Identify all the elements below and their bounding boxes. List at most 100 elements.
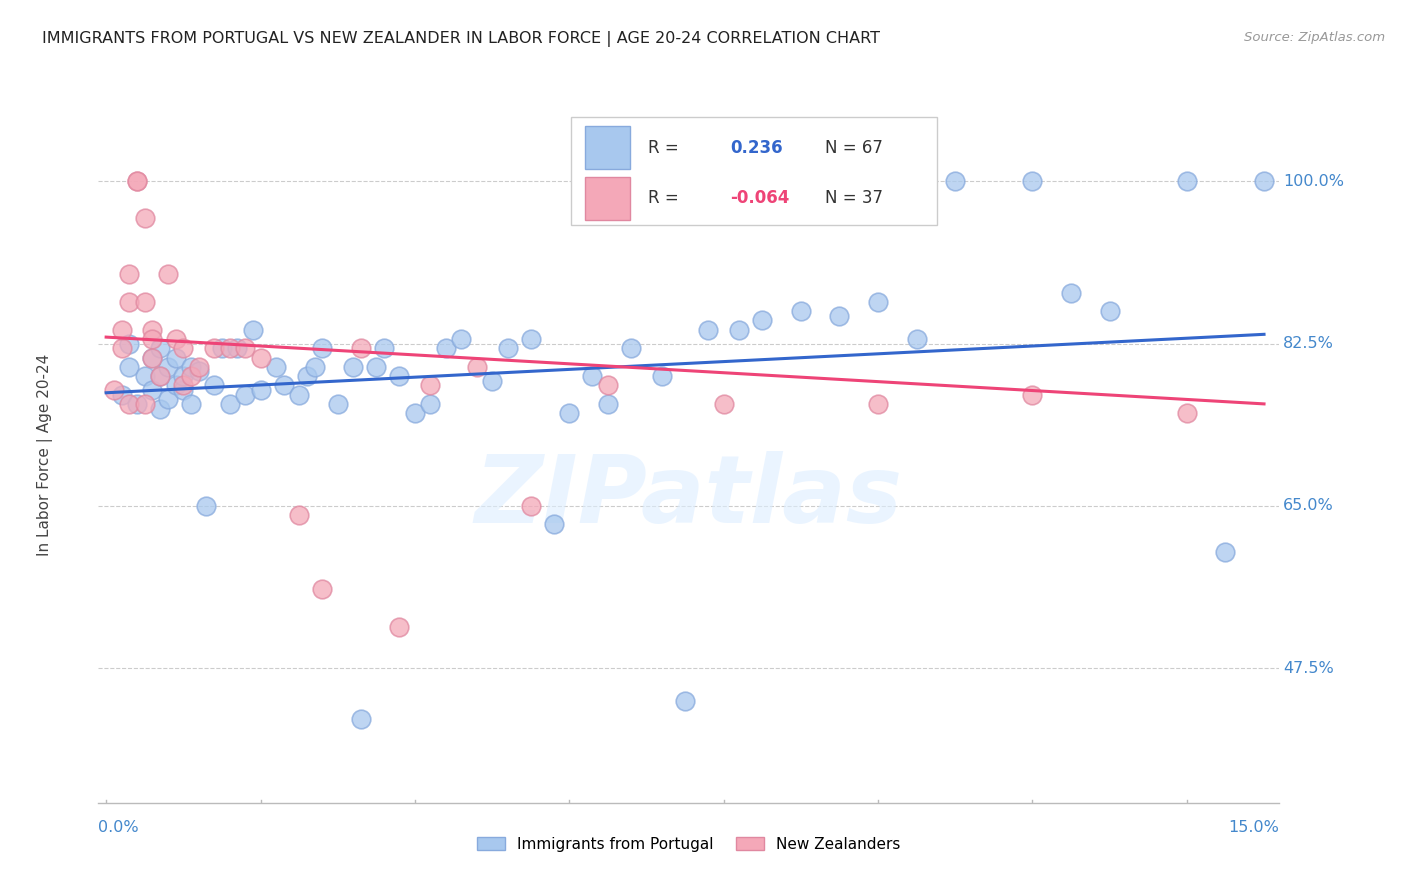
Point [180,369,202,384]
Point [350,712,373,726]
Point [558,406,581,420]
Text: 0.0%: 0.0% [98,821,139,835]
Point [465,359,488,374]
Point [233,341,256,355]
Point [366,359,388,374]
Point [543,517,565,532]
Point [697,323,720,337]
Text: R =: R = [648,138,683,157]
Point [326,397,349,411]
Point [125,397,148,411]
Point [165,378,187,392]
Point [103,383,125,397]
Point [172,369,194,384]
Point [1175,174,1198,188]
Text: N = 37: N = 37 [825,189,883,207]
Point [434,341,457,355]
Point [519,332,541,346]
Point [165,332,187,346]
Point [125,174,148,188]
Point [125,174,148,188]
Point [496,341,519,355]
Text: -0.064: -0.064 [730,189,790,207]
Point [1021,387,1043,401]
Point [651,369,673,384]
Point [233,387,256,401]
Point [172,383,194,397]
Point [202,378,225,392]
Point [905,332,928,346]
Point [149,401,172,416]
Point [388,619,411,633]
Point [713,397,735,411]
Text: N = 67: N = 67 [825,138,883,157]
Point [943,174,966,188]
Point [118,294,141,309]
Point [226,341,249,355]
Point [249,351,271,365]
Point [134,369,156,384]
Point [118,397,141,411]
Point [180,359,202,374]
Point [295,369,318,384]
Point [481,374,503,388]
Text: 47.5%: 47.5% [1284,661,1334,676]
Point [419,378,441,392]
Point [195,499,218,513]
Point [581,369,603,384]
Point [149,341,172,355]
Point [868,397,890,411]
Point [118,336,141,351]
Point [249,383,271,397]
Point [404,406,426,420]
Point [1021,174,1043,188]
Point [156,267,179,281]
Point [172,378,194,392]
FancyBboxPatch shape [585,126,630,169]
Text: 100.0%: 100.0% [1284,174,1344,189]
Point [304,359,326,374]
Point [1215,545,1237,559]
Point [288,508,311,523]
Text: 82.5%: 82.5% [1284,336,1334,351]
FancyBboxPatch shape [585,177,630,220]
Point [828,309,851,323]
Point [1098,304,1121,318]
Point [868,294,890,309]
Text: R =: R = [648,189,683,207]
Point [273,378,295,392]
Point [141,323,163,337]
Point [211,341,233,355]
Point [1175,406,1198,420]
Point [620,341,643,355]
Point [110,387,132,401]
Point [388,369,411,384]
Point [751,313,773,327]
Point [218,397,240,411]
Legend: Immigrants from Portugal, New Zealanders: Immigrants from Portugal, New Zealanders [471,830,907,858]
Point [156,392,179,407]
Point [311,582,333,597]
Point [180,397,202,411]
Point [149,369,172,384]
Point [1253,174,1275,188]
Point [134,294,156,309]
Point [596,378,619,392]
Text: 0.236: 0.236 [730,138,783,157]
Point [218,341,240,355]
Point [342,359,364,374]
Point [311,341,333,355]
Text: IMMIGRANTS FROM PORTUGAL VS NEW ZEALANDER IN LABOR FORCE | AGE 20-24 CORRELATION: IMMIGRANTS FROM PORTUGAL VS NEW ZEALANDE… [42,31,880,47]
Point [202,341,225,355]
Point [288,387,311,401]
Point [596,397,619,411]
Point [141,351,163,365]
Point [790,304,813,318]
Point [673,694,696,708]
Point [149,369,172,384]
Point [242,323,264,337]
Text: ZIPatlas: ZIPatlas [475,450,903,542]
Point [450,332,472,346]
Point [419,397,441,411]
Point [519,499,541,513]
